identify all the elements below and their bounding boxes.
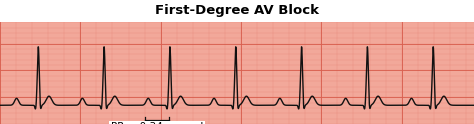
Text: PR = 0.34 second: PR = 0.34 second — [111, 122, 203, 124]
Text: First-Degree AV Block: First-Degree AV Block — [155, 4, 319, 16]
